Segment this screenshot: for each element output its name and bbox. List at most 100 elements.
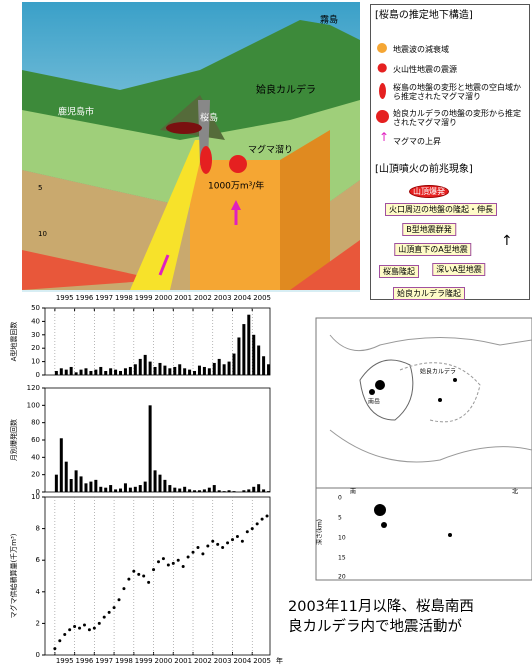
point: [97, 621, 101, 625]
tick: 10: [338, 535, 346, 542]
bar: [257, 345, 261, 375]
point: [127, 577, 131, 581]
point: [245, 530, 249, 534]
bar: [99, 366, 103, 375]
x-tick-label: 1995: [56, 294, 74, 302]
point: [107, 610, 111, 614]
legend-item: 地震波の減衰域: [393, 45, 449, 54]
x-tick-label: 1996: [76, 294, 94, 302]
point: [196, 546, 200, 550]
bar: [109, 485, 113, 492]
bar: [143, 481, 147, 492]
x-tick-label: 2000: [155, 657, 173, 664]
caption: 良カルデラ内で地震活動が: [288, 619, 462, 635]
bar: [168, 368, 172, 375]
bar: [123, 368, 127, 375]
bar: [247, 489, 251, 492]
bar: [143, 354, 147, 375]
bar: [148, 361, 152, 375]
bar: [99, 486, 103, 492]
y-tick-label: 10: [31, 358, 40, 366]
y-tick-label: 0: [36, 371, 40, 379]
bar: [79, 369, 83, 375]
label: 南岳: [368, 398, 380, 406]
flow-box: 深いA型地震: [432, 263, 486, 276]
y-tick-label: 0: [36, 488, 40, 496]
point: [58, 639, 62, 643]
legend-title: [山頂噴火の前兆現象]: [375, 164, 473, 175]
y-tick-label: 100: [27, 401, 40, 409]
y-tick-label: 8: [36, 525, 40, 533]
point: [250, 527, 254, 531]
point: [132, 569, 136, 573]
bar: [59, 438, 63, 492]
x-tick-label: 1999: [135, 294, 153, 302]
point: [161, 557, 165, 561]
plot-frame: [44, 496, 271, 656]
point: [221, 546, 225, 550]
bar: [133, 364, 137, 375]
point: [255, 522, 259, 526]
bar: [262, 489, 266, 492]
bar: [222, 364, 226, 375]
point: [176, 558, 180, 562]
bar: [173, 487, 177, 492]
flow-box: 山頂直下のA型地震: [394, 243, 472, 256]
icon: [379, 83, 386, 99]
bar: [114, 489, 118, 492]
point: [211, 539, 215, 543]
x-tick-label: 1995: [56, 657, 74, 664]
x-tick-label: 2000: [155, 294, 173, 302]
bar: [267, 491, 271, 492]
point: [186, 555, 190, 559]
x-tick-label: 1999: [135, 657, 153, 664]
y-axis-label: A型地震回数: [9, 322, 18, 362]
legend-item: 姶良カルデラの地盤の変形から推定されたマグマ溜り: [393, 109, 521, 127]
bar: [252, 334, 256, 375]
point: [152, 568, 156, 572]
x-tick-label: 2004: [233, 294, 251, 302]
bar: [84, 368, 88, 375]
point: [166, 563, 170, 567]
bar: [262, 356, 266, 375]
point: [142, 574, 146, 578]
bar: [227, 361, 231, 375]
point: [147, 580, 151, 584]
x-tick-label: 2002: [194, 657, 212, 664]
x-tick-label: 2003: [214, 294, 232, 302]
point: [112, 606, 116, 610]
bar: [173, 366, 177, 375]
bar: [54, 474, 58, 492]
bar: [119, 488, 123, 492]
x-tick-label: 1996: [76, 657, 94, 664]
y-tick-label: 60: [31, 436, 40, 444]
label: 霧島: [320, 14, 338, 26]
bar: [153, 366, 157, 375]
point: [206, 544, 210, 548]
y-tick-label: 4: [36, 588, 41, 596]
bar: [207, 487, 211, 492]
label: 桜島: [200, 112, 218, 124]
bar: [217, 358, 221, 375]
point: [156, 560, 160, 564]
y-tick-label: 20: [31, 344, 40, 352]
y-tick-label: 6: [36, 556, 41, 564]
bar: [242, 324, 246, 375]
bar: [257, 484, 261, 492]
point: [92, 626, 96, 630]
bar: [89, 370, 93, 375]
x-unit: 年: [276, 656, 283, 664]
bar: [197, 365, 201, 375]
bar: [59, 368, 63, 375]
bar: [109, 368, 113, 375]
bar: [128, 487, 132, 492]
y-tick-label: 80: [31, 419, 40, 427]
point: [122, 587, 126, 591]
point: [53, 647, 57, 651]
bar: [267, 364, 271, 375]
bar: [193, 490, 197, 492]
point: [87, 628, 91, 632]
x-tick-label: 1997: [95, 657, 113, 664]
